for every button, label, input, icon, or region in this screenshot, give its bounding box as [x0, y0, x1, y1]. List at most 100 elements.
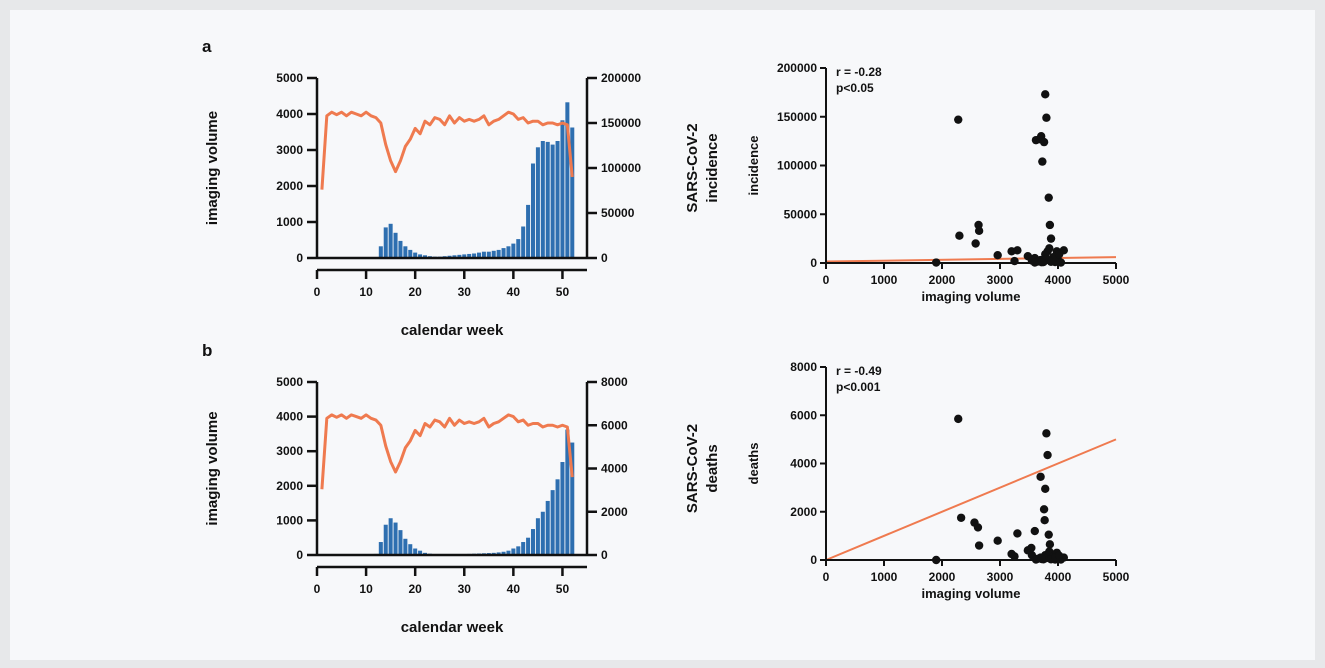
y-tick-label: 6000 — [790, 408, 817, 422]
bar — [560, 120, 565, 258]
bar — [462, 254, 467, 258]
scatter-point — [1045, 220, 1055, 230]
x-tick-label: 30 — [458, 582, 472, 596]
bar — [472, 253, 477, 258]
bar — [393, 232, 398, 258]
scatter-point — [1027, 543, 1036, 553]
scatter-point — [1040, 515, 1049, 525]
y-tick-label: 3000 — [276, 143, 303, 157]
x-tick-label: 0 — [823, 570, 830, 584]
x-axis-label: imaging volume — [922, 289, 1021, 304]
bar — [383, 524, 388, 555]
bar — [457, 254, 462, 258]
bar — [403, 246, 408, 258]
scatter-point — [1013, 529, 1022, 538]
bar — [501, 551, 506, 555]
bar — [516, 239, 521, 258]
figure-frame: a b 0 1000 2000 3000 4000 5000 0 50000 100000 150… — [10, 10, 1315, 660]
y-tick-label: 4000 — [276, 410, 303, 424]
y-tick-label: 1000 — [276, 215, 303, 229]
y-tick-label: 100000 — [777, 159, 817, 173]
bar — [511, 548, 516, 555]
y-tick-label: 2000 — [276, 179, 303, 193]
x-tick-label: 1000 — [871, 273, 898, 287]
x-axis-label: imaging volume — [922, 586, 1021, 601]
x-tick-label: 20 — [409, 582, 423, 596]
scatter-point — [1044, 530, 1053, 539]
scatter-point — [1054, 250, 1064, 259]
scatter-point — [955, 231, 964, 240]
bar — [501, 248, 506, 258]
y-tick-label: 2000 — [276, 479, 303, 493]
scatter-point — [1043, 450, 1052, 460]
scatter-point — [1046, 234, 1056, 243]
bar — [393, 522, 398, 555]
bar — [452, 255, 457, 258]
scatter-point — [1045, 540, 1055, 549]
y-tick-label: 1000 — [276, 513, 303, 527]
chart-b-scatter-deaths: 0 2000 4000 6000 8000 0 1000 2000 3000 4000 5000 de… — [746, 360, 1130, 601]
y-tick-label: 150000 — [777, 110, 817, 124]
bar — [545, 141, 550, 258]
y2-tick-label: 0 — [601, 251, 608, 265]
bar — [560, 462, 565, 555]
y-axis-label: incidence — [746, 136, 761, 196]
x-tick-label: 4000 — [1045, 570, 1072, 584]
bar — [388, 518, 393, 555]
bar — [378, 246, 383, 258]
y2-tick-label: 50000 — [601, 206, 635, 220]
y-tick-label: 200000 — [777, 61, 817, 75]
y-tick-label: 0 — [810, 553, 817, 567]
scatter-point — [973, 523, 983, 532]
scatter-point — [974, 541, 984, 550]
x-tick-label: 5000 — [1103, 570, 1130, 584]
bar — [506, 550, 511, 555]
scatter-point — [1045, 244, 1054, 253]
bar — [403, 538, 408, 555]
y2-axis-label-line1: SARS-CoV-2 — [684, 123, 701, 212]
x-tick-label: 20 — [409, 285, 423, 299]
bar — [418, 254, 423, 258]
bar — [530, 163, 536, 258]
p-value: p<0.05 — [836, 81, 874, 95]
scatter-point — [1013, 246, 1022, 255]
bar — [521, 542, 526, 555]
bar — [383, 227, 388, 258]
bar — [530, 529, 536, 555]
panel-label-b: b — [202, 341, 212, 360]
x-tick-label: 2000 — [929, 273, 956, 287]
y2-tick-label: 6000 — [601, 418, 628, 432]
y2-axis-label-line2: deaths — [704, 444, 721, 492]
y-axis-label: imaging volume — [204, 411, 221, 525]
y-axis-label: imaging volume — [204, 111, 221, 225]
y-tick-label: 0 — [296, 251, 303, 265]
bar — [422, 255, 428, 258]
bar — [408, 544, 413, 555]
y2-tick-label: 100000 — [601, 161, 641, 175]
chart-a-scatter-incidence: 0 50000 100000 150000 200000 0 1000 2000 3000 400… — [746, 61, 1130, 304]
x-tick-label: 0 — [314, 285, 321, 299]
scatter-point — [971, 239, 980, 248]
chart-b-imaging-deaths: 0 1000 2000 3000 4000 5000 0 2000 4000 6000 8000 0 1… — [204, 375, 721, 636]
scatter-point — [1030, 526, 1039, 536]
bar — [413, 252, 418, 258]
scatter-point — [956, 513, 966, 522]
bar — [506, 246, 511, 258]
y2-tick-label: 4000 — [601, 462, 628, 476]
bar — [540, 511, 545, 555]
scatter-point — [1010, 552, 1019, 561]
bar — [555, 479, 560, 555]
bar — [545, 500, 550, 555]
y2-tick-label: 8000 — [601, 375, 628, 389]
y2-tick-label: 200000 — [601, 71, 641, 85]
bar — [398, 240, 403, 258]
scatter-point — [993, 251, 1002, 260]
scatter-point — [1038, 157, 1047, 166]
bar — [413, 548, 418, 555]
x-tick-label: 1000 — [871, 570, 898, 584]
y2-axis-label-line1: SARS-CoV-2 — [684, 424, 701, 513]
bar — [378, 542, 383, 555]
y-tick-label: 0 — [296, 548, 303, 562]
p-value: p<0.001 — [836, 380, 881, 394]
scatter-point — [1041, 484, 1050, 494]
